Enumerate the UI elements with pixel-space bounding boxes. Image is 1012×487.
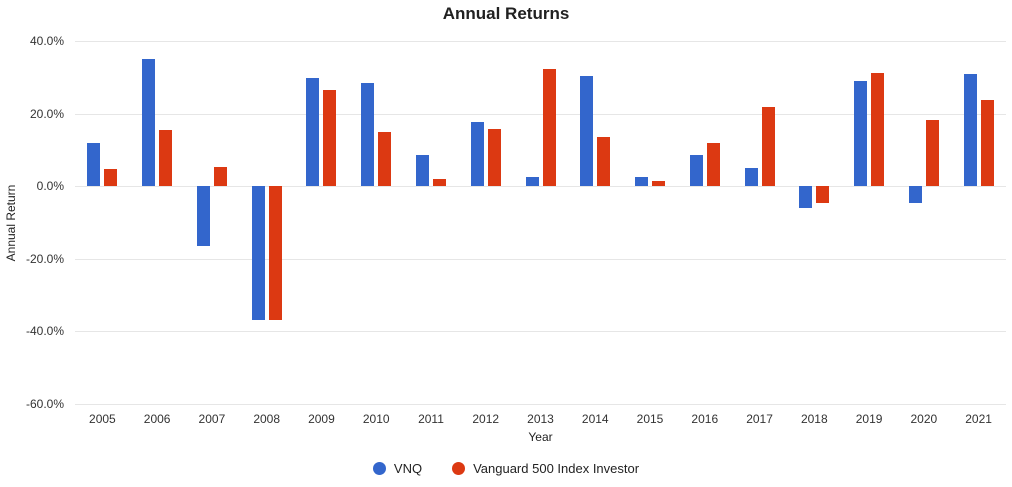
y-tick--40: -40.0%	[25, 324, 64, 339]
bar-vnq-2005[interactable]	[87, 143, 101, 187]
legend-vanguard-500-index-investor: Vanguard 500 Index Investor	[452, 461, 639, 476]
bar-vanguard-500-index-investor-2008[interactable]	[268, 186, 282, 321]
x-tick-2009: 2009	[308, 412, 335, 426]
x-tick-2007: 2007	[198, 412, 226, 426]
x-tick-2017: 2017	[746, 412, 773, 426]
y-tick--60: -60.0%	[25, 397, 64, 411]
bar-vanguard-500-index-investor-2012[interactable]	[487, 128, 501, 187]
bar-vnq-2012[interactable]	[470, 121, 484, 187]
bar-vanguard-500-index-investor-2013[interactable]	[542, 69, 556, 187]
x-tick-2016: 2016	[691, 412, 719, 426]
plot-area	[75, 41, 1006, 405]
x-tick-2008: 2008	[253, 412, 281, 426]
x-tick-2006: 2006	[143, 412, 171, 426]
bar-vnq-2014[interactable]	[580, 76, 594, 187]
chart-legend: VNQ Vanguard 500 Index Investor	[0, 461, 1012, 476]
bar-vanguard-500-index-investor-2014[interactable]	[597, 137, 611, 187]
gridline-0	[75, 186, 1006, 188]
bar-vanguard-500-index-investor-2015[interactable]	[652, 181, 666, 187]
bar-vnq-2006[interactable]	[142, 58, 156, 187]
bar-vnq-2020[interactable]	[908, 186, 922, 203]
bar-vanguard-500-index-investor-2011[interactable]	[432, 178, 446, 187]
x-tick-2018: 2018	[800, 412, 828, 426]
bar-vnq-2017[interactable]	[744, 168, 758, 187]
y-axis-title: Annual Return	[4, 184, 18, 262]
gridline--60	[75, 404, 1006, 405]
gridline-40	[75, 41, 1006, 42]
x-tick-2010: 2010	[362, 412, 390, 426]
bar-vanguard-500-index-investor-2005[interactable]	[104, 168, 118, 187]
chart-title: Annual Returns	[442, 4, 570, 23]
bar-vanguard-500-index-investor-2018[interactable]	[816, 186, 830, 203]
x-tick-2015: 2015	[636, 412, 664, 426]
gridline--40	[75, 331, 1006, 333]
bar-vnq-2019[interactable]	[854, 81, 868, 187]
gridline-20	[75, 113, 1006, 115]
bar-vnq-2011[interactable]	[415, 154, 429, 187]
y-tick--20: -20.0%	[25, 251, 64, 266]
bar-vanguard-500-index-investor-2006[interactable]	[159, 129, 173, 187]
bar-vnq-2013[interactable]	[525, 177, 539, 187]
legend-label: Vanguard 500 Index Investor	[473, 461, 640, 476]
bar-vnq-2015[interactable]	[635, 177, 649, 187]
bar-vanguard-500-index-investor-2009[interactable]	[323, 90, 337, 187]
x-tick-2012: 2012	[472, 412, 500, 426]
gridline--20	[75, 258, 1006, 260]
bar-vnq-2009[interactable]	[306, 78, 320, 187]
bar-vnq-2016[interactable]	[689, 155, 703, 187]
x-tick-2020: 2020	[910, 412, 938, 426]
x-tick-2013: 2013	[527, 412, 554, 426]
bar-vnq-2018[interactable]	[799, 186, 813, 208]
bar-vnq-2008[interactable]	[251, 186, 265, 321]
y-tick-40: 40.0%	[29, 34, 64, 48]
y-tick-20: 20.0%	[29, 106, 64, 121]
legend-dot-icon	[372, 462, 386, 475]
legend-vnq: VNQ	[372, 461, 423, 476]
bar-vanguard-500-index-investor-2021[interactable]	[980, 100, 994, 187]
bar-vanguard-500-index-investor-2020[interactable]	[925, 119, 939, 187]
bar-vanguard-500-index-investor-2019[interactable]	[871, 72, 885, 187]
x-tick-2014: 2014	[581, 412, 609, 426]
bar-vnq-2010[interactable]	[361, 83, 375, 187]
legend-label: VNQ	[393, 461, 423, 476]
bar-vanguard-500-index-investor-2017[interactable]	[761, 107, 775, 187]
bar-vanguard-500-index-investor-2007[interactable]	[213, 166, 227, 187]
x-tick-2019: 2019	[855, 412, 883, 426]
x-tick-2011: 2011	[418, 412, 444, 426]
x-tick-2021: 2021	[965, 412, 992, 426]
legend-dot-icon	[452, 462, 466, 475]
x-tick-2005: 2005	[89, 412, 116, 426]
bar-vnq-2021[interactable]	[963, 74, 977, 187]
bar-vnq-2007[interactable]	[196, 186, 210, 247]
bar-vanguard-500-index-investor-2016[interactable]	[706, 143, 720, 187]
y-tick-0: 0.0%	[36, 179, 64, 194]
bar-vanguard-500-index-investor-2010[interactable]	[378, 132, 392, 187]
x-axis-title: Year	[528, 430, 553, 444]
